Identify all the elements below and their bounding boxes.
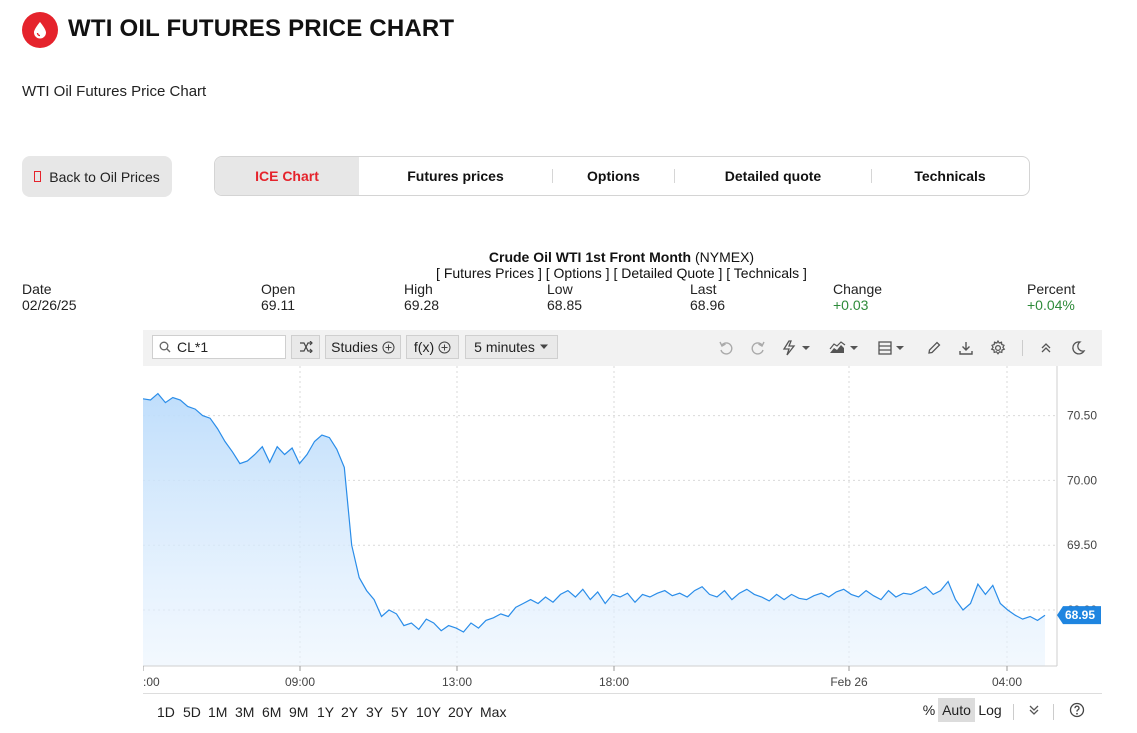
tab-divider	[871, 169, 872, 183]
range-bar: 1D 5D 1M 3M 6M 9M 1Y 2Y 3Y 5Y 10Y 20Y Max % Auto Log	[143, 693, 1102, 730]
range-10y[interactable]: 10Y	[416, 704, 441, 720]
last-price-label: 68.95	[1065, 608, 1095, 622]
redo-icon[interactable]	[748, 338, 768, 358]
open-value: 69.11	[261, 297, 295, 313]
pencil-icon[interactable]	[924, 338, 944, 358]
compare-button[interactable]	[291, 335, 320, 359]
back-button-label: Back to Oil Prices	[49, 168, 160, 185]
range-max[interactable]: Max	[480, 704, 507, 720]
instrument-name: Crude Oil WTI 1st Front Month	[488, 249, 692, 265]
search-icon	[159, 341, 171, 353]
range-6m[interactable]: 6M	[262, 704, 282, 720]
chart-links[interactable]: [ Futures Prices ] [ Options ] [ Detaile…	[436, 265, 807, 281]
x-tick-label: Feb 26	[830, 675, 868, 689]
moon-icon[interactable]	[1068, 338, 1088, 358]
last-value: 68.96	[690, 297, 726, 313]
chart-tabs: ICE Chart Futures prices Options Detaile…	[214, 156, 1030, 196]
range-5y[interactable]: 5Y	[391, 704, 409, 720]
tab-technicals[interactable]: Technicals	[914, 168, 986, 184]
x-tick-label: 18:00	[599, 675, 629, 689]
change-label: Change	[833, 281, 883, 297]
low-value: 68.85	[547, 297, 583, 313]
change-value: +0.03	[833, 297, 869, 313]
help-icon[interactable]	[1067, 698, 1087, 722]
area-chart-icon[interactable]	[828, 338, 862, 358]
compare-icon	[299, 341, 313, 353]
tab-ice-chart[interactable]: ICE Chart	[215, 157, 359, 195]
chevron-down-icon	[539, 344, 548, 349]
symbol-value: CL*1	[177, 339, 209, 355]
x-tick-label: :00	[143, 675, 160, 689]
download-icon[interactable]	[956, 338, 976, 358]
studies-button[interactable]: Studies	[325, 335, 401, 359]
date-value: 02/26/25	[22, 297, 77, 313]
range-5d[interactable]: 5D	[183, 704, 201, 720]
chart-toolbar: CL*1 Studies f(x) 5 minutes	[143, 330, 1102, 366]
percent-value: +0.04%	[1027, 297, 1075, 313]
x-tick-label: 13:00	[442, 675, 472, 689]
range-1y[interactable]: 1Y	[317, 704, 335, 720]
studies-label: Studies	[331, 339, 378, 355]
back-icon	[34, 171, 42, 182]
plus-circle-icon	[438, 341, 451, 353]
symbol-search-input[interactable]: CL*1	[152, 335, 286, 359]
log-scale-button[interactable]: Log	[978, 702, 1002, 718]
bottom-divider	[1053, 704, 1054, 720]
back-to-oil-prices-button[interactable]: Back to Oil Prices	[22, 156, 172, 197]
percent-scale-button[interactable]: %	[922, 702, 936, 718]
oil-drop-icon	[22, 12, 58, 48]
price-area	[143, 393, 1045, 666]
undo-icon[interactable]	[716, 338, 736, 358]
range-2y[interactable]: 2Y	[341, 704, 359, 720]
tab-options[interactable]: Options	[587, 168, 640, 184]
range-3m[interactable]: 3M	[235, 704, 255, 720]
low-label: Low	[547, 281, 573, 297]
auto-scale-button[interactable]: Auto	[938, 698, 975, 722]
high-label: High	[404, 281, 433, 297]
layout-icon[interactable]	[876, 338, 910, 358]
fx-label: f(x)	[413, 339, 435, 355]
toolbar-divider	[1022, 340, 1023, 356]
interval-select[interactable]: 5 minutes	[465, 335, 558, 359]
percent-label: Percent	[1027, 281, 1076, 297]
range-3y[interactable]: 3Y	[366, 704, 384, 720]
date-label: Date	[22, 281, 52, 297]
y-tick-label: 70.50	[1067, 409, 1097, 423]
bottom-divider	[1013, 704, 1014, 720]
range-1d[interactable]: 1D	[157, 704, 175, 720]
price-line	[142, 392, 1046, 633]
x-axis: :00 09:00 13:00 18:00 Feb 26 04:00	[142, 666, 1022, 689]
collapse-icon[interactable]	[1036, 338, 1056, 358]
last-price-marker: 68.95	[1057, 606, 1101, 625]
x-tick-label: 04:00	[992, 675, 1022, 689]
tab-futures-prices[interactable]: Futures prices	[407, 168, 504, 184]
last-label: Last	[690, 281, 717, 297]
chevron-down-icon[interactable]	[1024, 698, 1044, 722]
tab-divider	[552, 169, 553, 183]
tab-detailed-quote[interactable]: Detailed quote	[724, 168, 822, 184]
interval-value: 5 minutes	[474, 339, 535, 355]
gear-icon[interactable]	[988, 338, 1008, 358]
range-20y[interactable]: 20Y	[448, 704, 473, 720]
range-1m[interactable]: 1M	[208, 704, 228, 720]
open-label: Open	[261, 281, 296, 297]
y-tick-label: 70.00	[1067, 473, 1097, 487]
chart-heading: Crude Oil WTI 1st Front Month (NYMEX)	[0, 249, 1137, 265]
plus-circle-icon	[382, 341, 395, 353]
range-9m[interactable]: 9M	[289, 704, 309, 720]
fx-button[interactable]: f(x)	[406, 335, 459, 359]
instrument-exchange: (NYMEX)	[694, 249, 755, 265]
y-tick-label: 69.50	[1067, 538, 1097, 552]
lightning-icon[interactable]	[780, 338, 814, 358]
high-value: 69.28	[404, 297, 440, 313]
page-title: WTI OIL FUTURES PRICE CHART	[68, 15, 455, 42]
tab-divider	[674, 169, 675, 183]
x-tick-label: 09:00	[285, 675, 315, 689]
page-subtitle: WTI Oil Futures Price Chart	[22, 83, 207, 100]
